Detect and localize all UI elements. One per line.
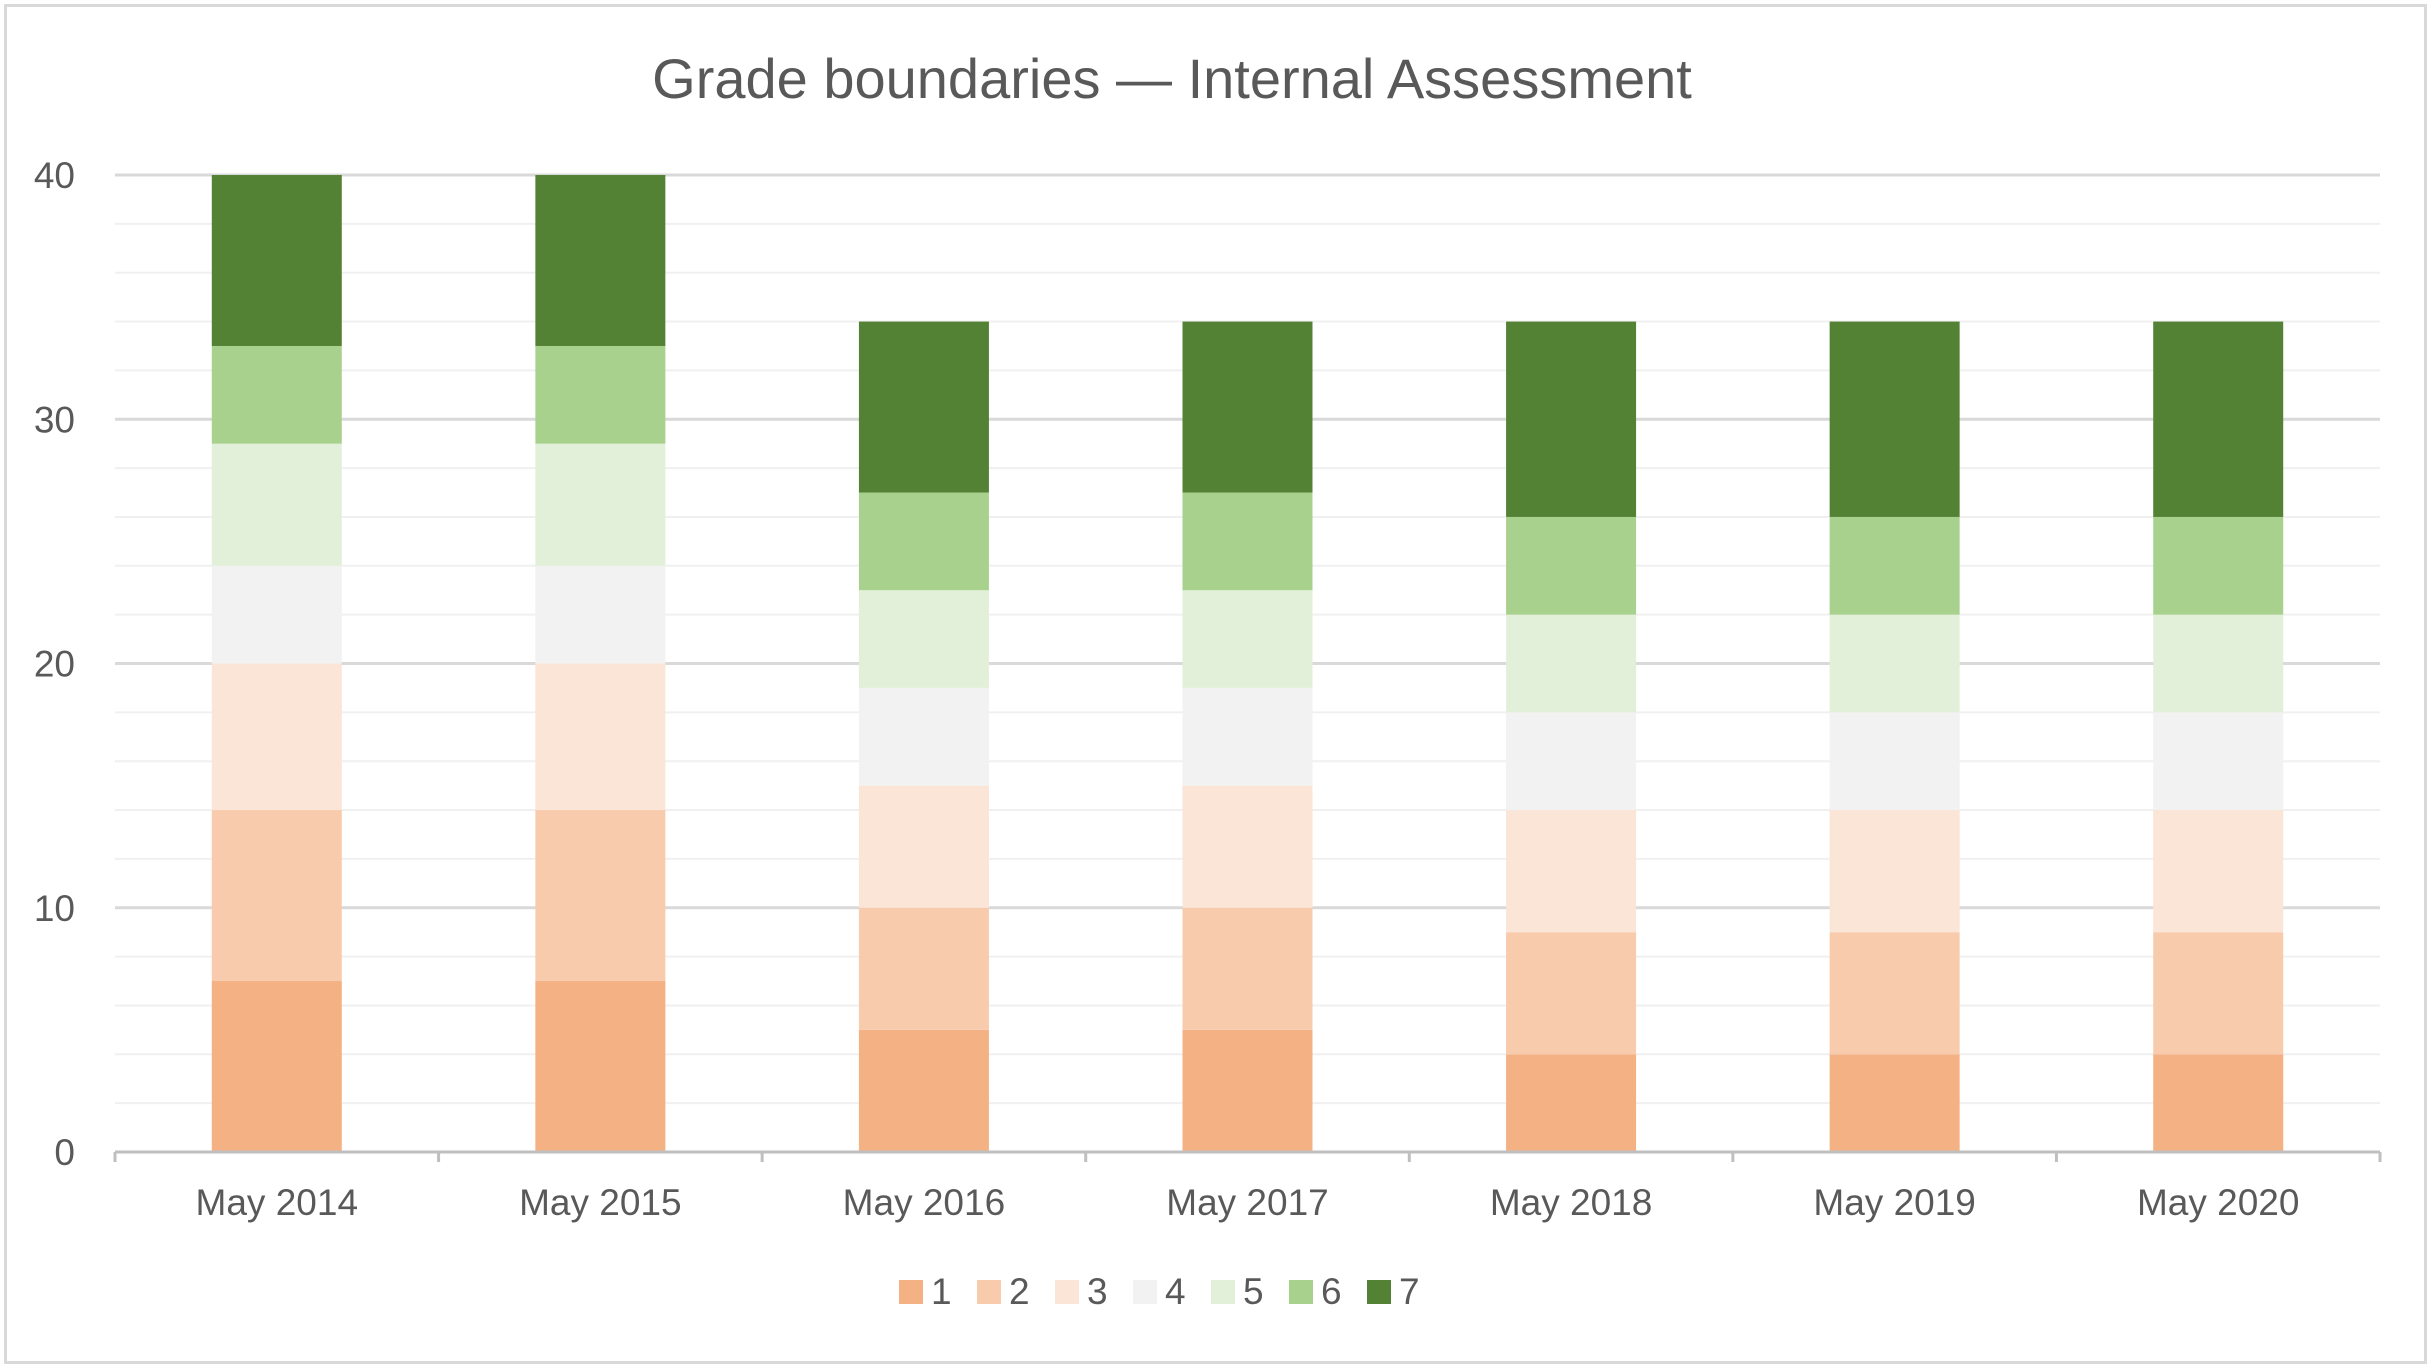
bar-segment (858, 492, 989, 591)
bar-segment (1182, 321, 1313, 493)
legend-swatch (1289, 1280, 1313, 1304)
legend-label: 3 (1087, 1271, 1108, 1312)
bar-segment (211, 175, 342, 346)
bar-segment (1182, 492, 1313, 591)
x-tick-label: May 2017 (1166, 1182, 1329, 1223)
bar-segment (535, 663, 666, 811)
bar-segment (1506, 712, 1637, 811)
bars (211, 175, 2284, 1152)
legend-swatch (977, 1280, 1001, 1304)
y-tick-label: 40 (34, 155, 75, 196)
legend-label: 5 (1243, 1271, 1264, 1312)
legend-swatch (899, 1280, 923, 1304)
bar-segment (2153, 614, 2284, 713)
legend-swatch (1133, 1280, 1157, 1304)
x-tick-label: May 2016 (843, 1182, 1006, 1223)
bar-segment (535, 345, 666, 444)
x-tick-label: May 2018 (1490, 1182, 1653, 1223)
y-tick-label: 0 (54, 1132, 75, 1173)
x-tick-label: May 2014 (196, 1182, 359, 1223)
bar-segment (1506, 321, 1637, 517)
bar-segment (858, 321, 989, 493)
bar-segment (858, 590, 989, 688)
bar-segment (1182, 907, 1313, 1030)
bar-segment (1829, 810, 1960, 933)
axes: 0 10 20 30 40 May 2014 May 2015 May 2016 May 201… (34, 155, 2382, 1223)
bar-segment (2153, 932, 2284, 1055)
bar-segment (535, 810, 666, 982)
bar-segment (1829, 932, 1960, 1055)
legend-label: 2 (1009, 1271, 1030, 1312)
legend-label: 1 (931, 1271, 952, 1312)
bar-segment (1506, 810, 1637, 933)
bar-segment (535, 981, 666, 1152)
bar-segment (858, 785, 989, 908)
bar-segment (211, 565, 342, 664)
legend-label: 6 (1321, 1271, 1342, 1312)
bar-segment (1506, 614, 1637, 713)
bar-segment (858, 1029, 989, 1152)
bar-segment (535, 443, 666, 566)
bar-segment (2153, 1054, 2284, 1152)
x-tick-label: May 2015 (519, 1182, 682, 1223)
x-tick-label: May 2019 (1813, 1182, 1976, 1223)
bar-segment (211, 345, 342, 444)
legend-swatch (1211, 1280, 1235, 1304)
bar-segment (535, 565, 666, 664)
y-tick-label: 30 (34, 399, 75, 440)
bar-segment (211, 443, 342, 566)
bar-segment (1506, 932, 1637, 1055)
bar-segment (1182, 785, 1313, 908)
legend-label: 7 (1399, 1271, 1420, 1312)
bar-segment (211, 981, 342, 1152)
bar-segment (2153, 516, 2284, 615)
bar-segment (535, 175, 666, 346)
bar-segment (858, 687, 989, 786)
bar-segment (1829, 321, 1960, 517)
x-tick-label: May 2020 (2137, 1182, 2300, 1223)
bar-segment (1182, 590, 1313, 688)
bar-segment (1829, 614, 1960, 713)
bar-segment (2153, 712, 2284, 811)
legend-label: 4 (1165, 1271, 1186, 1312)
bar-segment (211, 663, 342, 811)
bar-segment (1506, 1054, 1637, 1152)
bar-segment (858, 907, 989, 1030)
bar-segment (1829, 1054, 1960, 1152)
bar-segment (1506, 516, 1637, 615)
bar-segment (1829, 712, 1960, 811)
legend-swatch (1367, 1280, 1391, 1304)
bar-segment (2153, 810, 2284, 933)
y-tick-label: 20 (34, 644, 75, 685)
y-tick-label: 10 (34, 888, 75, 929)
bar-segment (2153, 321, 2284, 517)
bar-segment (1182, 1029, 1313, 1152)
bar-segment (1829, 516, 1960, 615)
legend-swatch (1055, 1280, 1079, 1304)
chart-title: Grade boundaries — Internal Assessment (652, 47, 1692, 110)
legend: 1 2 3 4 5 6 7 (899, 1271, 1420, 1312)
bar-segment (211, 810, 342, 982)
bar-segment (1182, 687, 1313, 786)
